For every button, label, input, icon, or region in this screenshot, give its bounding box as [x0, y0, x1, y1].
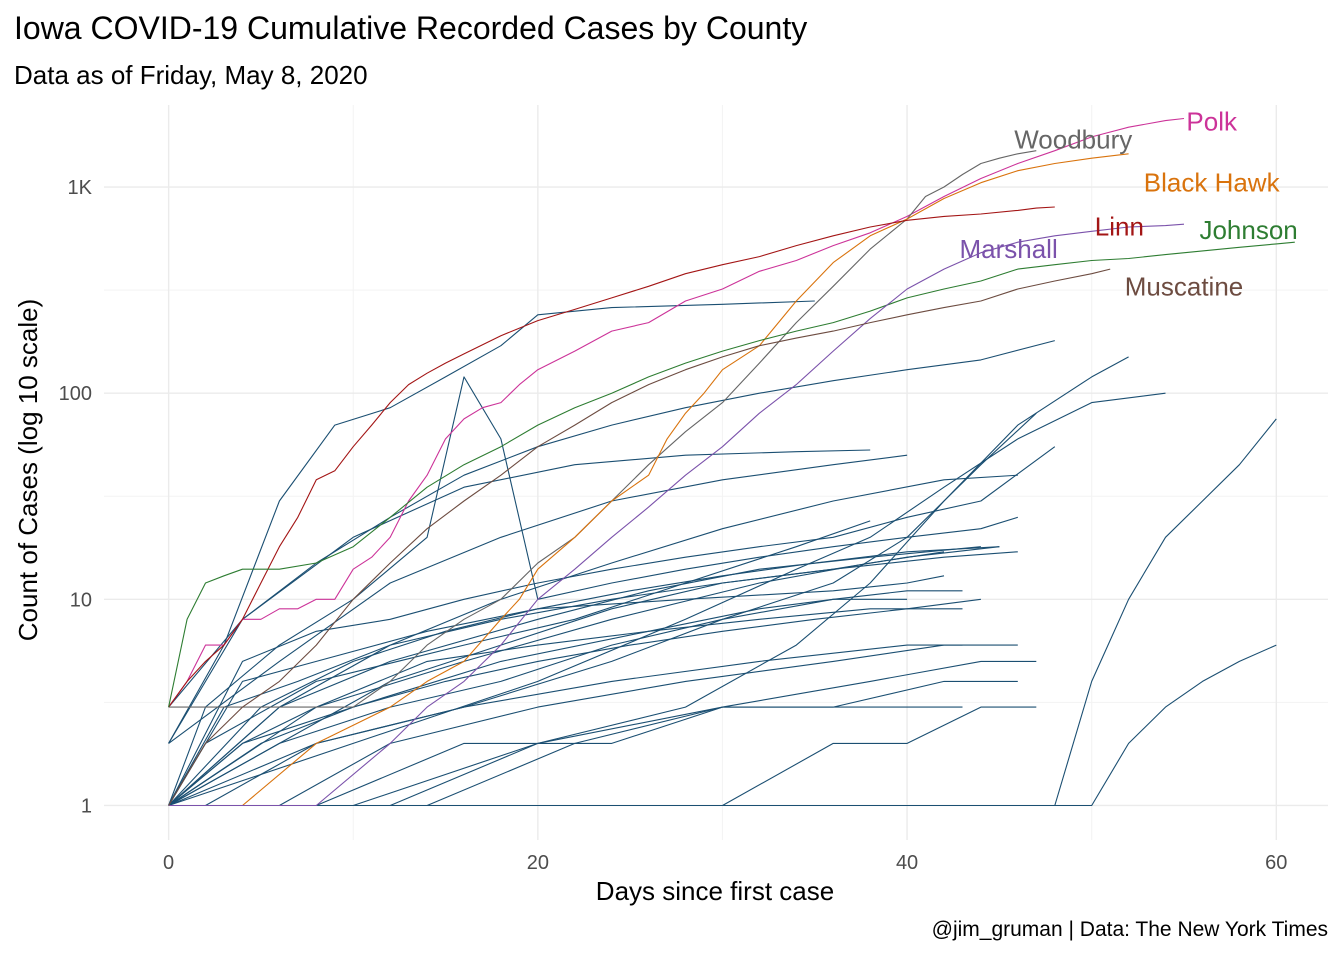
- county-line: [168, 706, 963, 807]
- county-line-black-hawk: [168, 153, 1129, 807]
- county-label-muscatine: Muscatine: [1125, 271, 1244, 301]
- county-line-linn: [168, 206, 1055, 708]
- county-line: [168, 449, 871, 708]
- y-axis-title: Count of Cases (log 10 scale): [13, 299, 43, 642]
- x-tick-label: 40: [896, 852, 918, 874]
- county-line: [168, 590, 963, 806]
- county-line: [168, 598, 981, 806]
- county-line: [168, 376, 1018, 806]
- county-line-woodbury: [168, 150, 1037, 708]
- x-axis-ticks: 0 20 40 60: [163, 852, 1287, 874]
- county-line: [168, 446, 1056, 806]
- x-tick-label: 60: [1265, 852, 1287, 874]
- x-tick-label: 20: [527, 852, 549, 874]
- county-line: [168, 608, 963, 806]
- county-label-woodbury: Woodbury: [1014, 125, 1132, 155]
- county-line: [168, 598, 908, 806]
- county-line-johnson: [168, 241, 1295, 708]
- county-line: [168, 520, 871, 806]
- county-line: [168, 392, 1166, 807]
- county-line: [168, 575, 945, 806]
- y-tick-label: 10: [70, 589, 92, 611]
- y-tick-label: 1K: [68, 177, 93, 199]
- chart-subtitle: Data as of Friday, May 8, 2020: [14, 60, 368, 90]
- county-line-muscatine: [168, 268, 1111, 806]
- county-line: [168, 644, 1018, 807]
- county-line: [168, 644, 963, 807]
- county-line: [168, 551, 1018, 806]
- y-tick-label: 1: [81, 795, 92, 817]
- grid-lines: [104, 105, 1328, 840]
- county-label-marshall: Marshall: [959, 234, 1057, 264]
- county-label-polk: Polk: [1186, 106, 1238, 136]
- y-tick-label: 100: [59, 383, 92, 405]
- county-line: [168, 680, 1018, 807]
- chart-caption: @jim_gruman | Data: The New York Times: [931, 918, 1328, 941]
- county-lines: [168, 117, 1295, 807]
- county-line: [168, 546, 1000, 806]
- x-axis-title: Days since first case: [596, 876, 834, 906]
- county-line: [168, 546, 1000, 806]
- county-line: [168, 454, 908, 744]
- x-tick-label: 0: [163, 852, 174, 874]
- chart-title: Iowa COVID-19 Cumulative Recorded Cases …: [14, 10, 808, 46]
- county-line: [168, 340, 1055, 744]
- county-line: [168, 644, 1277, 807]
- county-label-black-hawk: Black Hawk: [1144, 168, 1281, 198]
- county-label-johnson: Johnson: [1199, 215, 1297, 245]
- county-line: [168, 418, 1277, 807]
- county-label-linn: Linn: [1095, 211, 1144, 241]
- county-line: [168, 474, 1018, 806]
- county-line: [168, 300, 815, 744]
- y-axis-ticks: 1 10 100 1K: [59, 177, 93, 817]
- county-line: [168, 356, 1129, 807]
- county-line: [168, 706, 1037, 807]
- county-line: [168, 546, 981, 806]
- county-line-polk: [168, 117, 1185, 708]
- county-line-marshall: [168, 223, 1185, 807]
